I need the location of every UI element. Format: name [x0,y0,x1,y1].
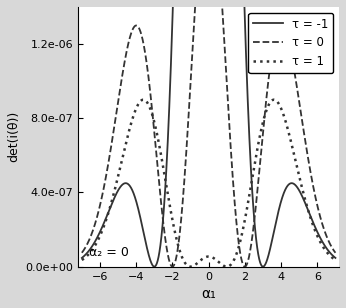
τ = 0 [80,251,84,255]
Y-axis label: det(i(θ)): det(i(θ)) [7,111,20,162]
τ = 0 [333,251,337,255]
τ = 1 [272,98,276,102]
τ = 0 [170,265,174,269]
τ = 1 [329,254,333,258]
Text: α₂ = 0: α₂ = 0 [89,245,129,258]
Legend: τ = -1, τ = 0, τ = 1: τ = -1, τ = 0, τ = 1 [248,13,333,73]
Line: τ = -1: τ = -1 [82,0,335,267]
τ = -1 [80,256,84,260]
τ = -1 [109,205,113,208]
τ = 1 [188,265,192,269]
τ = 1 [177,247,181,250]
τ = 0 [124,54,128,57]
τ = -1 [301,197,306,201]
τ = 1 [109,203,113,206]
τ = 1 [189,265,193,269]
τ = 1 [333,258,337,262]
τ = 0 [329,243,333,247]
τ = -1 [261,265,265,269]
τ = 0 [301,127,306,130]
τ = 0 [188,87,192,91]
τ = 1 [80,258,84,262]
τ = -1 [124,181,128,185]
X-axis label: α₁: α₁ [201,287,216,301]
τ = 0 [177,237,181,240]
τ = -1 [329,252,333,255]
Line: τ = 1: τ = 1 [82,100,335,267]
τ = 1 [124,142,128,145]
τ = 1 [301,191,306,195]
τ = 0 [109,147,113,151]
Line: τ = 0: τ = 0 [82,0,335,267]
τ = -1 [333,256,337,260]
